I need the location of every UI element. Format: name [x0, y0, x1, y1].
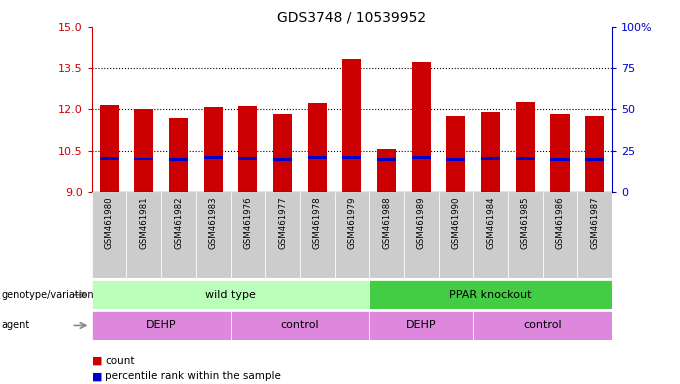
Bar	[342, 60, 362, 192]
Bar	[585, 158, 605, 161]
Bar	[307, 103, 327, 192]
Text: DEHP: DEHP	[406, 320, 437, 331]
Bar	[203, 156, 223, 159]
Text: GSM461987: GSM461987	[590, 196, 599, 249]
Bar	[481, 157, 500, 160]
Text: GSM461978: GSM461978	[313, 196, 322, 249]
Bar	[411, 156, 431, 159]
Bar	[515, 102, 535, 192]
Bar	[99, 105, 119, 192]
Text: GSM461976: GSM461976	[243, 196, 252, 249]
Bar	[473, 311, 612, 340]
Bar	[369, 311, 473, 340]
Text: PPAR knockout: PPAR knockout	[449, 290, 532, 300]
Bar	[92, 280, 369, 309]
Bar	[335, 192, 369, 278]
Bar	[342, 156, 362, 159]
Bar	[238, 106, 258, 192]
Bar	[99, 157, 119, 160]
Bar	[161, 192, 196, 278]
Bar	[238, 157, 258, 160]
Bar	[169, 158, 188, 161]
Bar	[203, 107, 223, 192]
Bar	[369, 280, 612, 309]
Text: GSM461977: GSM461977	[278, 196, 287, 249]
Text: genotype/variation: genotype/variation	[1, 290, 94, 300]
Bar	[411, 62, 431, 192]
Bar	[481, 112, 500, 192]
Text: GSM461980: GSM461980	[105, 196, 114, 249]
Bar	[265, 192, 300, 278]
Text: DEHP: DEHP	[146, 320, 177, 331]
Bar	[550, 114, 570, 192]
Text: wild type: wild type	[205, 290, 256, 300]
Bar	[231, 192, 265, 278]
Text: GSM461986: GSM461986	[556, 196, 564, 249]
Text: ■: ■	[92, 356, 102, 366]
Text: GSM461983: GSM461983	[209, 196, 218, 249]
Bar	[134, 109, 154, 192]
Bar	[126, 192, 161, 278]
Bar	[404, 192, 439, 278]
Title: GDS3748 / 10539952: GDS3748 / 10539952	[277, 10, 426, 24]
Text: GSM461989: GSM461989	[417, 196, 426, 249]
Bar	[377, 158, 396, 161]
Bar	[300, 192, 335, 278]
Bar	[585, 116, 605, 192]
Bar	[473, 192, 508, 278]
Bar	[273, 114, 292, 192]
Bar	[196, 192, 231, 278]
Bar	[369, 192, 404, 278]
Text: control: control	[281, 320, 319, 331]
Text: GSM461979: GSM461979	[347, 196, 356, 249]
Bar	[515, 157, 535, 160]
Bar	[377, 149, 396, 192]
Text: GSM461988: GSM461988	[382, 196, 391, 249]
Bar	[273, 158, 292, 161]
Text: GSM461985: GSM461985	[521, 196, 530, 249]
Text: GSM461984: GSM461984	[486, 196, 495, 249]
Text: GSM461990: GSM461990	[452, 196, 460, 249]
Bar	[439, 192, 473, 278]
Text: GSM461982: GSM461982	[174, 196, 183, 249]
Bar	[134, 157, 154, 161]
Bar	[543, 192, 577, 278]
Text: GSM461981: GSM461981	[139, 196, 148, 249]
Bar	[446, 116, 466, 192]
Text: control: control	[524, 320, 562, 331]
Bar	[92, 192, 126, 278]
Text: percentile rank within the sample: percentile rank within the sample	[105, 371, 282, 381]
Bar	[231, 311, 369, 340]
Bar	[92, 311, 231, 340]
Bar	[169, 118, 188, 192]
Bar	[307, 156, 327, 159]
Bar	[577, 192, 612, 278]
Bar	[550, 158, 570, 161]
Text: ■: ■	[92, 371, 102, 381]
Text: agent: agent	[1, 320, 30, 331]
Text: count: count	[105, 356, 135, 366]
Bar	[446, 158, 466, 161]
Bar	[508, 192, 543, 278]
